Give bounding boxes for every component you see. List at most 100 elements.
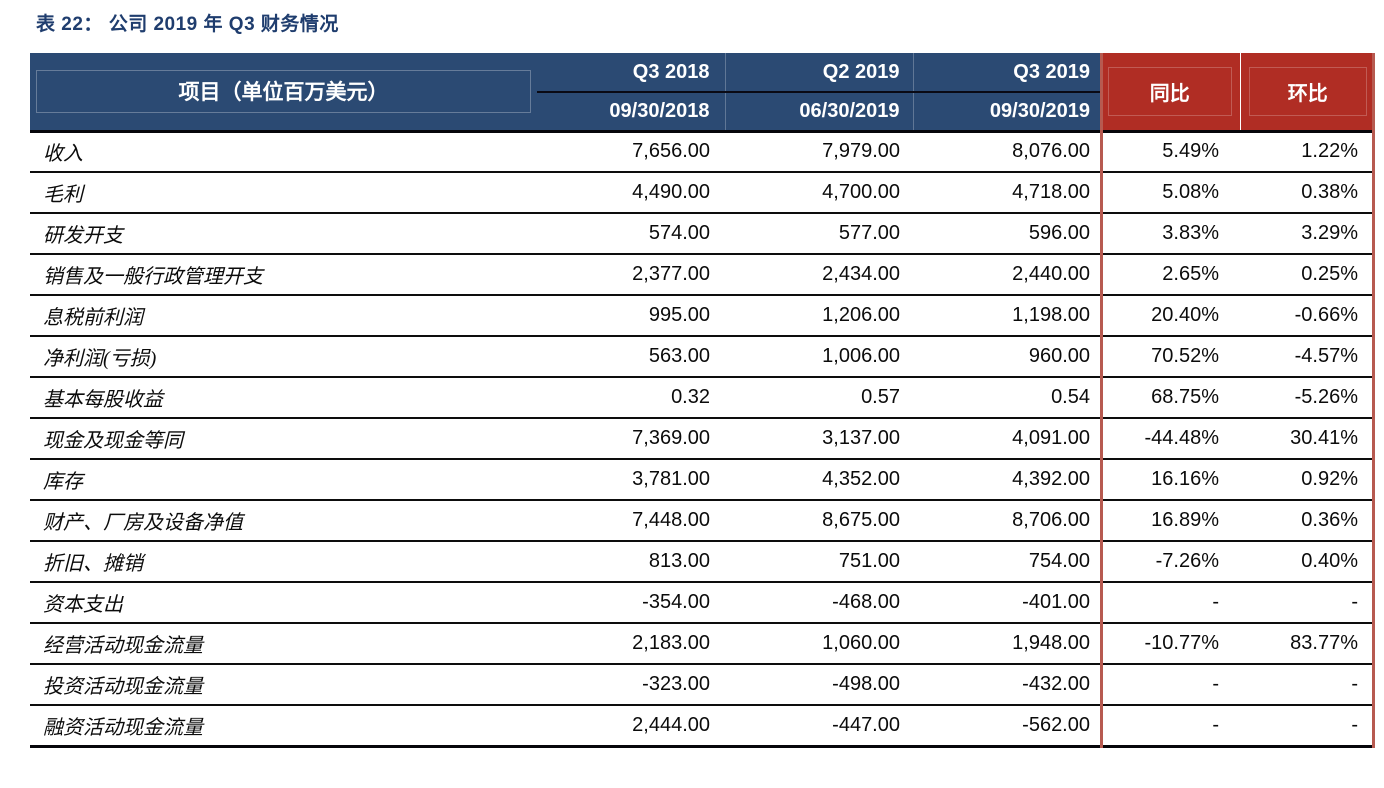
qoq-value: - (1240, 705, 1375, 748)
table-row-rnd-expense: 研发开支 574.00 577.00 596.00 3.83% 3.29% (30, 213, 1375, 255)
financials-table: 项目（单位百万美元） Q3 2018 Q2 2019 Q3 2019 同比 环比… (30, 53, 1375, 748)
q2-2019-value: 4,352.00 (725, 459, 913, 501)
yoy-value: - (1100, 705, 1240, 748)
q3-2019-value: 754.00 (913, 541, 1100, 583)
yoy-header-label: 同比 (1149, 82, 1190, 105)
qoq-value: -5.26% (1240, 377, 1375, 419)
q3-2018-value: 7,448.00 (537, 500, 725, 542)
q3-2018-value: 7,656.00 (537, 131, 725, 173)
yoy-value: 5.49% (1100, 131, 1240, 173)
row-item-label: 经营活动现金流量 (30, 623, 537, 665)
q3-2018-value: 574.00 (537, 213, 725, 255)
q2-2019-value: 0.57 (725, 377, 913, 419)
q3-2018-value: 995.00 (537, 295, 725, 337)
row-item-label: 折旧、摊销 (30, 541, 537, 583)
q3-2018-value: 0.32 (537, 377, 725, 419)
q3-2019-value: -432.00 (913, 664, 1100, 706)
qoq-value: -4.57% (1240, 336, 1375, 378)
table-row-ppe-net: 财产、厂房及设备净值 7,448.00 8,675.00 8,706.00 16… (30, 500, 1375, 542)
financials-table-wrapper: 项目（单位百万美元） Q3 2018 Q2 2019 Q3 2019 同比 环比… (30, 53, 1375, 748)
yoy-value: 16.89% (1100, 500, 1240, 542)
q3-2019-value: 1,948.00 (913, 623, 1100, 665)
q2-2019-value: 7,979.00 (725, 131, 913, 173)
q3-2018-value: 4,490.00 (537, 172, 725, 214)
q3-2019-value: 4,718.00 (913, 172, 1100, 214)
date-header-q3-2018: 09/30/2018 (537, 92, 725, 133)
qoq-header-label: 环比 (1287, 82, 1328, 105)
yoy-value: -44.48% (1100, 418, 1240, 460)
q3-2019-value: 960.00 (913, 336, 1100, 378)
qoq-value: 0.36% (1240, 500, 1375, 542)
qoq-value: 30.41% (1240, 418, 1375, 460)
q3-2019-value: 4,091.00 (913, 418, 1100, 460)
q3-2019-value: 8,076.00 (913, 131, 1100, 173)
row-item-label: 财产、厂房及设备净值 (30, 500, 537, 542)
qoq-value: 3.29% (1240, 213, 1375, 255)
q3-2018-value: 813.00 (537, 541, 725, 583)
yoy-value: 2.65% (1100, 254, 1240, 296)
q2-2019-value: 751.00 (725, 541, 913, 583)
table-row-financing-cash-flow: 融资活动现金流量 2,444.00 -447.00 -562.00 - - (30, 705, 1375, 748)
table-row-basic-eps: 基本每股收益 0.32 0.57 0.54 68.75% -5.26% (30, 377, 1375, 419)
q2-2019-value: 2,434.00 (725, 254, 913, 296)
header-row-dates: 09/30/2018 06/30/2019 09/30/2019 (30, 92, 1375, 133)
q2-2019-value: 3,137.00 (725, 418, 913, 460)
row-item-label: 销售及一般行政管理开支 (30, 254, 537, 296)
quarter-header-q3-2018: Q3 2018 (537, 53, 725, 93)
row-item-label: 研发开支 (30, 213, 537, 255)
table-row-sga-expense: 销售及一般行政管理开支 2,377.00 2,434.00 2,440.00 2… (30, 254, 1375, 296)
qoq-value: 0.25% (1240, 254, 1375, 296)
table-row-ebit: 息税前利润 995.00 1,206.00 1,198.00 20.40% -0… (30, 295, 1375, 337)
yoy-qoq-left-red-rule (1100, 53, 1103, 748)
qoq-value: - (1240, 664, 1375, 706)
qoq-value: - (1240, 582, 1375, 624)
row-item-label: 投资活动现金流量 (30, 664, 537, 706)
table-row-revenue: 收入 7,656.00 7,979.00 8,076.00 5.49% 1.22… (30, 131, 1375, 173)
yoy-value: -7.26% (1100, 541, 1240, 583)
row-item-label: 基本每股收益 (30, 377, 537, 419)
table-body: 收入 7,656.00 7,979.00 8,076.00 5.49% 1.22… (30, 131, 1375, 748)
yoy-value: 68.75% (1100, 377, 1240, 419)
yoy-column-header: 同比 (1100, 53, 1240, 133)
q2-2019-value: -498.00 (725, 664, 913, 706)
q3-2018-value: 3,781.00 (537, 459, 725, 501)
yoy-value: 3.83% (1100, 213, 1240, 255)
q2-2019-value: 577.00 (725, 213, 913, 255)
row-item-label: 净利润(亏损) (30, 336, 537, 378)
q2-2019-value: 4,700.00 (725, 172, 913, 214)
q3-2019-value: -401.00 (913, 582, 1100, 624)
q3-2019-value: 4,392.00 (913, 459, 1100, 501)
q2-2019-value: 1,206.00 (725, 295, 913, 337)
q2-2019-value: 1,060.00 (725, 623, 913, 665)
qoq-value: 0.38% (1240, 172, 1375, 214)
yoy-value: 20.40% (1100, 295, 1240, 337)
row-item-label: 现金及现金等同 (30, 418, 537, 460)
qoq-column-header: 环比 (1239, 53, 1375, 133)
yoy-value: 5.08% (1100, 172, 1240, 214)
row-item-label: 资本支出 (30, 582, 537, 624)
qoq-value: -0.66% (1240, 295, 1375, 337)
item-column-header: 项目（单位百万美元） (30, 53, 537, 133)
header-row-quarters: 项目（单位百万美元） Q3 2018 Q2 2019 Q3 2019 同比 环比 (30, 53, 1375, 133)
qoq-value: 83.77% (1240, 623, 1375, 665)
q3-2019-value: 2,440.00 (913, 254, 1100, 296)
q2-2019-value: 1,006.00 (725, 336, 913, 378)
q2-2019-value: -468.00 (725, 582, 913, 624)
table-row-depreciation-amortization: 折旧、摊销 813.00 751.00 754.00 -7.26% 0.40% (30, 541, 1375, 583)
row-item-label: 收入 (30, 131, 537, 173)
q3-2019-value: -562.00 (913, 705, 1100, 748)
date-header-q2-2019: 06/30/2019 (724, 92, 913, 133)
qoq-value: 1.22% (1240, 131, 1375, 173)
q3-2019-value: 596.00 (913, 213, 1100, 255)
row-item-label: 融资活动现金流量 (30, 705, 537, 748)
yoy-value: - (1100, 582, 1240, 624)
q3-2018-value: -323.00 (537, 664, 725, 706)
q3-2018-value: 2,183.00 (537, 623, 725, 665)
item-column-header-label: 项目（单位百万美元） (178, 81, 389, 105)
q3-2018-value: -354.00 (537, 582, 725, 624)
yoy-qoq-right-red-rule (1372, 53, 1375, 748)
q3-2018-value: 7,369.00 (537, 418, 725, 460)
yoy-value: -10.77% (1100, 623, 1240, 665)
quarter-header-q3-2019: Q3 2019 (912, 53, 1100, 93)
table-row-cash-equivalents: 现金及现金等同 7,369.00 3,137.00 4,091.00 -44.4… (30, 418, 1375, 460)
